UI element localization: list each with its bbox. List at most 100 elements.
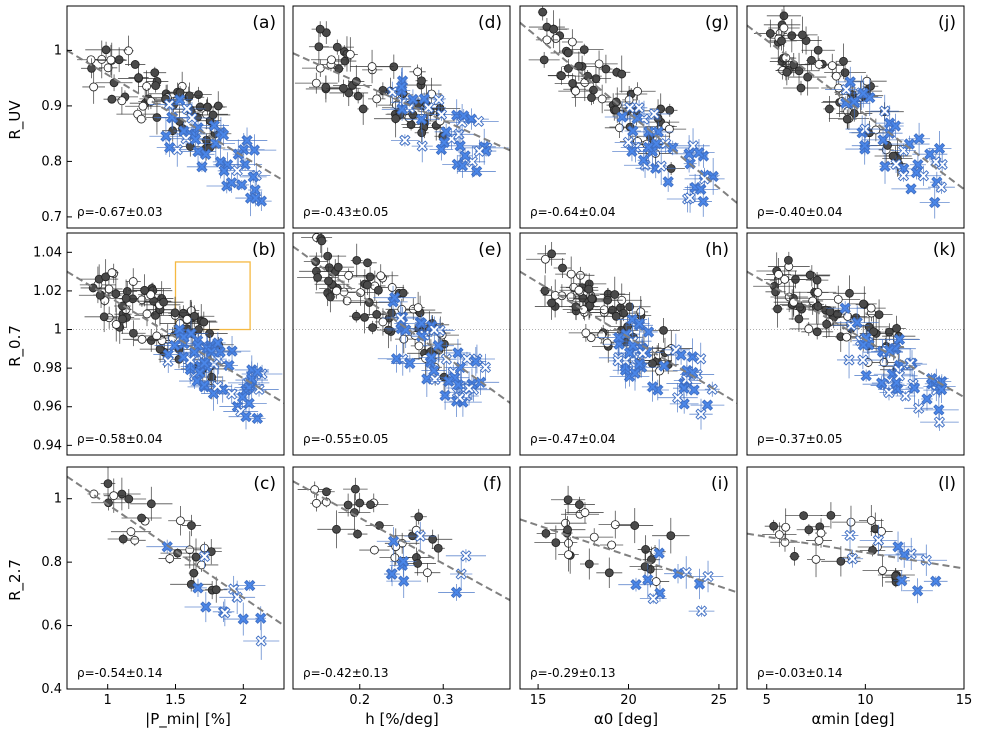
- data-point-blue: [236, 391, 249, 403]
- data-point-dark: [558, 263, 567, 273]
- data-point-blue: [173, 323, 186, 336]
- data-point-dark: [372, 94, 382, 104]
- data-point-dark: [103, 479, 113, 488]
- data-point-dark: [150, 68, 160, 78]
- data-point-blue: [889, 120, 902, 132]
- data-point-dark: [339, 83, 348, 93]
- panel-c: 0.4 0.6 0.8 1 1 1.5 2 (c) ρ=-0.54±0.14: [41, 466, 285, 708]
- data-point-dark: [109, 491, 119, 501]
- data-point-blue: [883, 344, 896, 356]
- data-point-dark: [547, 298, 556, 308]
- data-point-dark: [111, 289, 121, 299]
- data-point-blue: [236, 179, 248, 191]
- data-point-dark: [779, 23, 789, 33]
- data-point-blue: [198, 550, 211, 563]
- data-point-dark: [398, 288, 408, 298]
- data-point-dark: [892, 323, 901, 333]
- data-point-blue: [415, 113, 428, 125]
- data-point-dark: [208, 110, 218, 120]
- ytick-label: 0.94: [33, 438, 62, 453]
- data-point-dark: [358, 104, 368, 114]
- data-point-dark: [128, 328, 138, 338]
- data-point-dark: [641, 545, 651, 554]
- data-point-blue: [701, 399, 714, 411]
- data-point-dark: [315, 24, 325, 34]
- plot-area-d: [293, 21, 510, 178]
- ytick-label: 0.98: [33, 361, 62, 376]
- plot-area-e: [293, 233, 510, 417]
- data-point-blue: [695, 605, 708, 617]
- data-point-blue: [860, 369, 872, 382]
- data-point-dark: [194, 90, 203, 100]
- data-point-blue: [688, 384, 700, 396]
- data-point-blue: [439, 389, 451, 402]
- data-point-dark: [597, 94, 607, 104]
- data-point-blue: [930, 575, 942, 587]
- panel-frame: [292, 5, 511, 229]
- data-point-dark: [866, 303, 876, 313]
- data-point-blue: [241, 134, 253, 147]
- data-point-dark: [332, 42, 342, 52]
- data-point-dark: [314, 42, 324, 52]
- data-point-blue: [846, 553, 859, 565]
- xtick-label: 0.2: [349, 693, 370, 708]
- data-point-blue: [910, 166, 923, 179]
- panel-l: 5 10 15 (l) ρ=-0.03±0.14: [746, 466, 972, 708]
- data-point-dark: [866, 516, 876, 525]
- data-point-dark: [782, 67, 792, 77]
- correlation-label: ρ=-0.03±0.14: [757, 666, 843, 680]
- data-point-blue: [671, 392, 684, 404]
- data-point-dark: [836, 556, 846, 566]
- data-point-dark: [107, 94, 117, 104]
- data-point-dark: [602, 338, 612, 348]
- data-point-blue: [893, 370, 906, 382]
- correlation-label: ρ=-0.55±0.05: [303, 432, 389, 446]
- panel-frame: [746, 232, 965, 456]
- data-point-dark: [640, 562, 650, 571]
- data-point-dark: [345, 50, 355, 59]
- data-point-dark: [601, 64, 611, 74]
- data-point-blue: [633, 358, 646, 370]
- data-point-dark: [551, 538, 561, 548]
- data-point-dark: [813, 45, 823, 55]
- data-point-dark: [814, 536, 824, 545]
- data-point-dark: [846, 517, 856, 527]
- data-point-blue: [908, 382, 921, 394]
- data-point-dark: [146, 96, 156, 106]
- panel-frame: [66, 466, 285, 690]
- data-point-dark: [547, 249, 557, 259]
- correlation-label: ρ=-0.67±0.03: [77, 205, 163, 219]
- data-point-blue: [461, 353, 473, 365]
- data-point-dark: [370, 545, 379, 555]
- panel-f: 0.2 0.3 (f) ρ=-0.42±0.13: [292, 466, 511, 708]
- data-point-dark: [211, 585, 221, 595]
- panel-label: (c): [253, 474, 276, 494]
- data-point-dark: [584, 559, 594, 569]
- data-point-dark: [311, 78, 321, 88]
- data-point-dark: [814, 60, 824, 69]
- data-point-dark: [610, 290, 620, 299]
- data-point-blue: [249, 184, 261, 196]
- data-point-dark: [842, 332, 851, 342]
- data-point-blue: [458, 110, 470, 122]
- ytick-label: 0.9: [41, 99, 62, 114]
- data-point-blue: [633, 318, 646, 330]
- data-point-blue: [225, 177, 238, 189]
- panel-e: (e) ρ=-0.55±0.05: [292, 232, 511, 456]
- data-point-dark: [317, 236, 327, 246]
- data-point-blue: [404, 357, 416, 370]
- data-point-dark: [213, 101, 223, 111]
- data-point-dark: [118, 301, 127, 311]
- data-point-dark: [106, 55, 116, 65]
- data-point-dark: [378, 85, 388, 95]
- data-point-blue: [453, 392, 466, 404]
- data-point-blue: [913, 402, 925, 414]
- data-point-blue: [387, 535, 400, 547]
- data-point-blue: [226, 388, 238, 400]
- data-point-dark: [413, 303, 423, 313]
- data-point-blue: [189, 133, 202, 145]
- xtick-label: 2: [239, 693, 247, 708]
- data-point-blue: [872, 534, 885, 547]
- data-point-blue: [897, 170, 910, 182]
- data-point-blue: [249, 192, 262, 204]
